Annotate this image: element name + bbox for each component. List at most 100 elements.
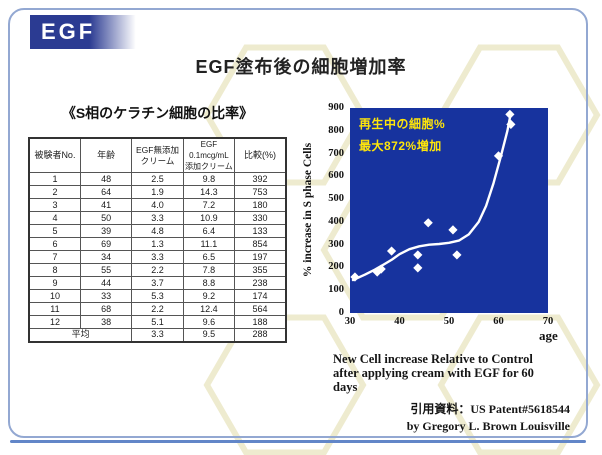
table-caption: 《S相のケラチン細胞の比率》 xyxy=(61,105,254,121)
table-cell: 4.8 xyxy=(131,224,184,238)
data-point xyxy=(413,250,423,260)
caption-line2: after applying cream with EGF for 60 xyxy=(333,366,534,380)
table-row: 7 34 3.3 6.5 197 xyxy=(28,250,287,264)
chart: % increase in S phase Cells 0 100 200 300 40… xyxy=(296,100,588,352)
col-header: 被験者No. xyxy=(28,137,81,173)
chart-annotation: 再生中の細胞% 最大872%増加 xyxy=(359,113,445,157)
y-tick: 900 xyxy=(328,102,344,113)
table-cell: 34 xyxy=(79,250,133,264)
y-tick: 200 xyxy=(328,261,344,273)
table-cell: 9 xyxy=(28,276,81,290)
table-cell: 9.8 xyxy=(182,172,236,186)
table-cell: 355 xyxy=(234,263,287,277)
y-tick: 100 xyxy=(328,284,344,296)
table-row: 1 48 2.5 9.8 392 xyxy=(28,172,287,186)
y-tick: 700 xyxy=(328,147,344,159)
table-cell: 33 xyxy=(79,289,133,303)
egf-logo-text: EGF xyxy=(41,19,96,44)
col-header: 比較(%) xyxy=(234,137,287,173)
header-row: 被験者No. 年齢 EGF無添加 クリーム EGF 0.1mcg/mL 添加クリーム比… xyxy=(28,137,287,173)
x-tick: 30 xyxy=(344,316,356,327)
y-axis-label: % increase in S phase Cells xyxy=(302,142,314,278)
table-row: 12 38 5.1 9.6 188 xyxy=(28,315,287,329)
x-tick: 60 xyxy=(493,316,504,327)
table-row: 11 68 2.2 12.4 564 xyxy=(28,302,287,316)
table-cell: 39 xyxy=(79,224,133,238)
table-cell: 6 xyxy=(28,237,81,251)
data-point xyxy=(506,119,516,129)
table-cell: 180 xyxy=(234,198,287,212)
table-cell: 10 xyxy=(28,289,81,303)
table-cell: 4 xyxy=(28,211,81,225)
table-cell: 2.5 xyxy=(131,172,184,186)
hexagon-shape xyxy=(437,314,601,455)
data-point xyxy=(413,263,423,273)
table-cell: 238 xyxy=(234,276,287,290)
table-cell: 392 xyxy=(234,172,287,186)
caption-line3: days xyxy=(333,380,358,394)
data-point xyxy=(350,272,360,282)
table-cell: 188 xyxy=(234,315,287,329)
slide-border xyxy=(8,8,588,438)
y-tick: 0 xyxy=(338,307,344,318)
table-cell: 10.9 xyxy=(182,211,236,225)
average-cell: 3.3 xyxy=(131,328,184,342)
table-cell: 7.8 xyxy=(182,263,236,277)
average-label: 平均 xyxy=(28,328,133,342)
table-cell: 69 xyxy=(79,237,133,251)
table-cell: 8.8 xyxy=(182,276,236,290)
table-cell: 68 xyxy=(79,302,133,316)
table-cell: 133 xyxy=(234,224,287,238)
table-cell: 7 xyxy=(28,250,81,264)
table-row: 10 33 5.3 9.2 174 xyxy=(28,289,287,303)
plot-background xyxy=(350,108,548,313)
x-tick: 40 xyxy=(394,316,405,327)
table-cell: 50 xyxy=(79,211,133,225)
table-cell: 12 xyxy=(28,315,81,329)
caption-line1: New Cell increase Relative to Control xyxy=(333,352,533,366)
table-row: 5 39 4.8 6.4 133 xyxy=(28,224,287,238)
table-cell: 1.9 xyxy=(131,185,184,199)
average-cell: 288 xyxy=(234,328,287,342)
table-cell: 564 xyxy=(234,302,287,316)
table-row: 9 44 3.7 8.8 238 xyxy=(28,276,287,290)
table-cell: 5.1 xyxy=(131,315,184,329)
table-cell: 2.2 xyxy=(131,302,184,316)
citation-line1: 引用資料：US Patent#5618544 xyxy=(410,402,570,416)
table-cell: 3 xyxy=(28,198,81,212)
citation: 引用資料：US Patent#5618544 by Gregory L. Bro… xyxy=(407,401,570,435)
table-cell: 3.7 xyxy=(131,276,184,290)
table-cell: 41 xyxy=(79,198,133,212)
table-cell: 330 xyxy=(234,211,287,225)
table-body: 1 48 2.5 9.8 392 2 64 1.9 14.3 753 3 41 4.0 7.2 180 4 50… xyxy=(28,172,287,342)
table-row: 6 69 1.3 11.1 854 xyxy=(28,237,287,251)
table-cell: 3.3 xyxy=(131,211,184,225)
y-tick: 300 xyxy=(328,238,344,250)
scatter-plot xyxy=(350,108,548,313)
chart-caption: New Cell increase Relative to Control af… xyxy=(333,352,581,394)
table-cell: 44 xyxy=(79,276,133,290)
table-cell: 14.3 xyxy=(182,185,236,199)
table-head: 被験者No. 年齢 EGF無添加 クリーム EGF 0.1mcg/mL 添加クリーム比… xyxy=(28,137,287,173)
table-cell: 55 xyxy=(79,263,133,277)
table-row: 2 64 1.9 14.3 753 xyxy=(28,185,287,199)
table-cell: 1 xyxy=(28,172,81,186)
table-cell: 48 xyxy=(79,172,133,186)
x-tick: 70 xyxy=(542,316,554,327)
y-tick: 500 xyxy=(328,193,344,205)
x-tick: 50 xyxy=(443,316,455,327)
x-axis-label: age xyxy=(539,328,558,343)
data-point xyxy=(372,267,382,277)
slide-bottom-accent xyxy=(10,440,586,443)
egf-logo: EGF xyxy=(30,15,138,49)
plot-area: 再生中の細胞% 最大872%増加 xyxy=(350,108,548,313)
table-cell: 197 xyxy=(234,250,287,264)
table-cell: 11.1 xyxy=(182,237,236,251)
y-tick: 400 xyxy=(328,215,344,227)
table-cell: 854 xyxy=(234,237,287,251)
y-tick: 800 xyxy=(328,124,344,136)
table-cell: 38 xyxy=(79,315,133,329)
col-header: EGF無添加 クリーム xyxy=(131,137,184,173)
data-table: 被験者No. 年齢 EGF無添加 クリーム EGF 0.1mcg/mL 添加クリーム比… xyxy=(28,137,287,343)
